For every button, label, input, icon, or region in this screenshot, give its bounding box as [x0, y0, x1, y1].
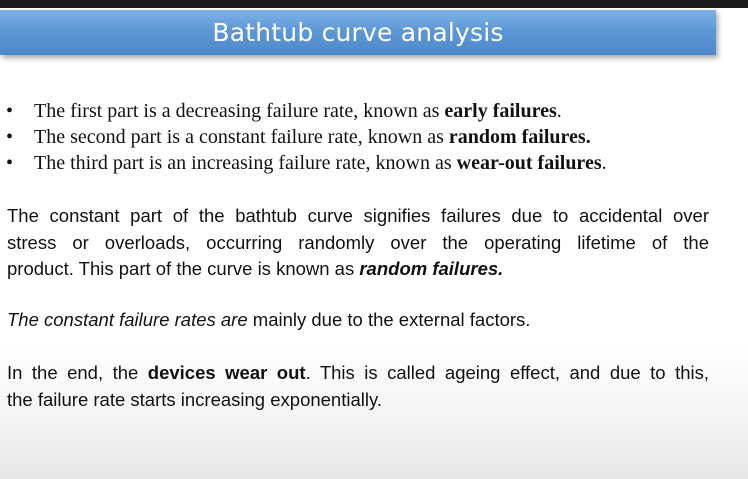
paragraph-text: . This is called ageing effect, and due …: [305, 362, 709, 383]
paragraph-line: product. This part of the curve is known…: [7, 256, 709, 283]
bullet-trailer: .: [556, 100, 562, 122]
bullet-item: • The second part is a constant failure r…: [6, 124, 607, 150]
paragraph-text: mainly due to the external factors.: [247, 309, 531, 330]
bullet-emphasis: early failures: [444, 100, 557, 122]
paragraph-emphasis: devices wear out: [147, 362, 306, 383]
paragraph-text: product. This part of the curve is known…: [7, 258, 360, 279]
paragraph-line: In the end, the devices wear out. This i…: [7, 360, 709, 387]
slide-title: Bathtub curve analysis: [212, 18, 504, 47]
paragraph-wear-out: In the end, the devices wear out. This i…: [7, 360, 709, 413]
paragraph-line: the failure rate starts increasing expon…: [7, 388, 382, 410]
bullet-text: The second part is a constant failure ra…: [34, 126, 449, 148]
paragraph-line: stress or overloads, occurring randomly …: [7, 231, 709, 253]
bullet-item: • The first part is a decreasing failure …: [6, 98, 607, 124]
bullet-list: • The first part is a decreasing failure …: [6, 98, 607, 176]
bullet-marker: •: [6, 100, 14, 122]
paragraph-constant-part: The constant part of the bathtub curve s…: [7, 203, 709, 283]
bullet-item: • The third part is an increasing failure…: [6, 150, 607, 176]
bullet-emphasis: wear-out failures: [456, 152, 602, 174]
bullet-marker: •: [6, 152, 14, 174]
bullet-text: The third part is an increasing failure …: [34, 152, 457, 174]
paragraph-line: The constant part of the bathtub curve s…: [7, 205, 709, 226]
paragraph-external-factors: The constant failure rates are mainly du…: [7, 307, 530, 334]
paragraph-text: In the end, the: [7, 362, 148, 383]
title-banner: Bathtub curve analysis: [0, 10, 716, 55]
window-top-strip: [0, 0, 748, 8]
paragraph-emphasis: random failures.: [359, 258, 504, 279]
bullet-text: The first part is a decreasing failure r…: [34, 100, 445, 122]
bullet-emphasis: random failures.: [448, 126, 591, 148]
bullet-trailer: .: [601, 152, 607, 174]
bullet-marker: •: [6, 126, 14, 148]
paragraph-italic: The constant failure rates are: [7, 309, 248, 330]
